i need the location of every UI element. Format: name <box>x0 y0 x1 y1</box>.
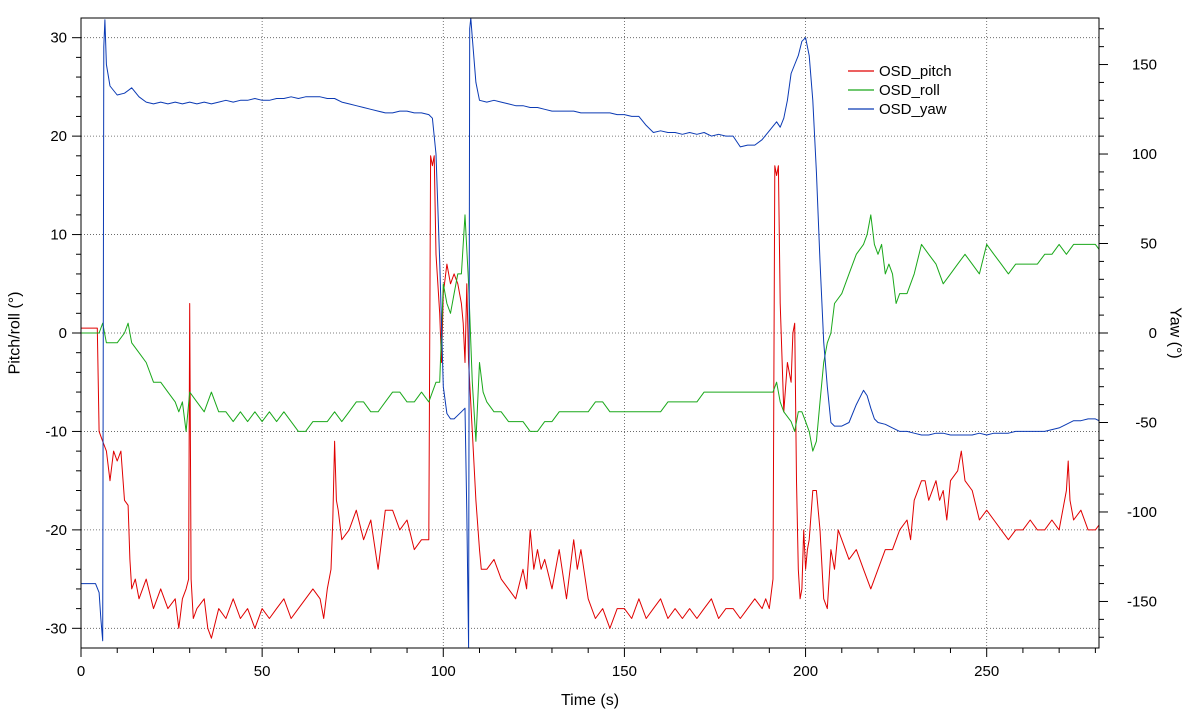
y-left-tick-label-2: -10 <box>45 423 67 440</box>
y-axis-right-ticks: -150 -100 -50 0 50 100 150 <box>1099 28 1157 638</box>
y-axis-left-ticks: -30 -20 -10 0 10 20 30 <box>45 30 81 637</box>
x-tick-label-1: 50 <box>254 663 271 680</box>
x-tick-label-5: 250 <box>974 663 999 680</box>
x-tick-label-3: 150 <box>612 663 637 680</box>
x-tick-label-0: 0 <box>77 663 85 680</box>
y-right-tick-label-0: -150 <box>1127 593 1157 610</box>
y-right-tick-label-2: -50 <box>1135 414 1157 431</box>
series-line-osd-pitch <box>81 155 1100 639</box>
y-right-tick-label-3: 0 <box>1149 325 1157 342</box>
legend-label-osd-yaw: OSD_yaw <box>879 101 947 118</box>
legend-label-osd-roll: OSD_roll <box>879 82 940 99</box>
y-right-tick-label-6: 150 <box>1132 57 1157 74</box>
series-lines <box>81 17 1100 649</box>
series-line-osd-roll <box>81 214 1100 452</box>
y-left-tick-label-5: 20 <box>50 128 67 145</box>
y-right-tick-label-1: -100 <box>1127 504 1157 521</box>
y-left-tick-label-6: 30 <box>50 30 67 47</box>
series-line-osd-yaw <box>81 17 1100 649</box>
legend-label-osd-pitch: OSD_pitch <box>879 63 952 80</box>
y-left-tick-label-4: 10 <box>50 227 67 244</box>
y-axis-right-title: Yaw (°) <box>1166 307 1183 358</box>
x-axis-ticks: 0 50 100 150 200 250 <box>77 648 1096 680</box>
x-tick-label-4: 200 <box>793 663 818 680</box>
y-left-tick-label-3: 0 <box>59 325 67 342</box>
x-tick-label-2: 100 <box>431 663 456 680</box>
y-left-tick-label-1: -20 <box>45 522 67 539</box>
legend: OSD_pitch OSD_roll OSD_yaw <box>848 63 952 118</box>
y-axis-left-title: Pitch/roll (°) <box>7 292 24 375</box>
y-right-tick-label-4: 50 <box>1140 236 1157 253</box>
x-axis-title: Time (s) <box>561 692 619 709</box>
y-left-tick-label-0: -30 <box>45 620 67 637</box>
y-right-tick-label-5: 100 <box>1132 146 1157 163</box>
